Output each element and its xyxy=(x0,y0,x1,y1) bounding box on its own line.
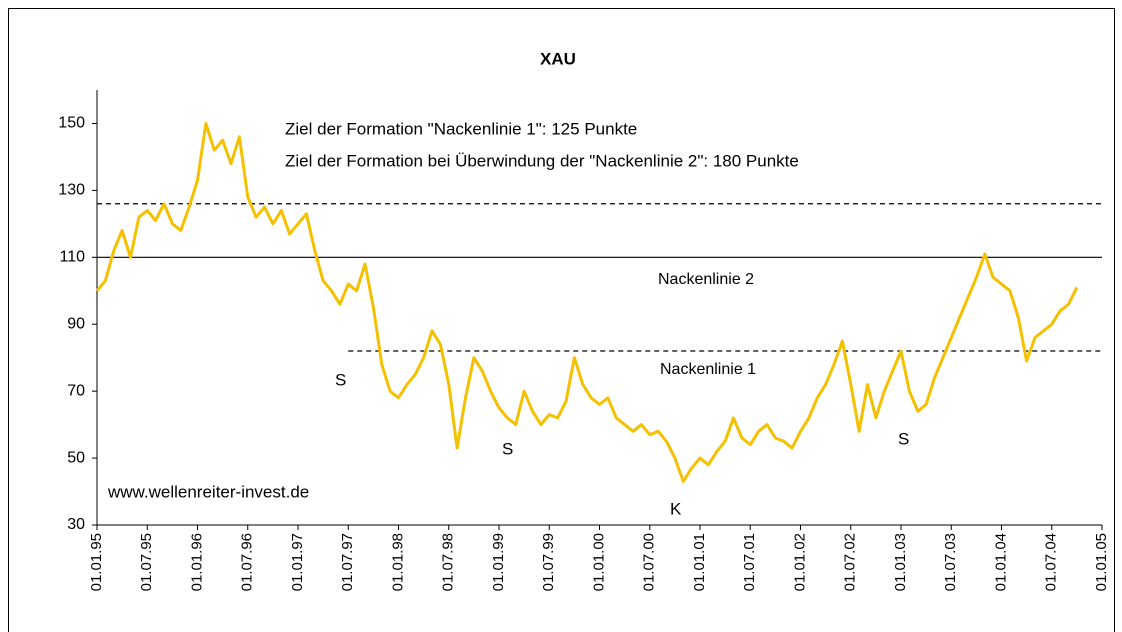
x-tick-label: 01.07.04 xyxy=(1043,533,1060,591)
x-tick-label: 01.07.01 xyxy=(741,533,758,591)
x-tick-label: 01.07.95 xyxy=(138,533,155,591)
x-tick-label: 01.01.96 xyxy=(188,533,205,591)
x-tick-label: 01.01.05 xyxy=(1093,533,1110,591)
x-tick-label: 01.01.97 xyxy=(289,533,306,591)
data-line xyxy=(95,122,1079,483)
x-tick-label: 01.01.04 xyxy=(992,533,1009,591)
y-tick-label: 70 xyxy=(67,382,85,399)
y-tick-label: 30 xyxy=(67,516,85,533)
annotation: S xyxy=(898,429,909,448)
chart-title: XAU xyxy=(540,49,576,68)
chart-border xyxy=(8,8,1115,632)
x-tick-label: 01.01.00 xyxy=(590,533,607,591)
x-tick-label: 01.07.99 xyxy=(540,533,557,591)
y-tick-label: 90 xyxy=(67,315,85,332)
x-tick-label: 01.07.03 xyxy=(942,533,959,591)
x-tick-label: 01.01.99 xyxy=(490,533,507,591)
annotation: Ziel der Formation "Nackenlinie 1": 125 … xyxy=(285,119,637,138)
x-tick-label: 01.01.98 xyxy=(389,533,406,591)
y-tick-label: 110 xyxy=(59,249,85,266)
x-tick-label: 01.01.01 xyxy=(691,533,708,591)
y-tick-label: 130 xyxy=(58,182,85,199)
x-tick-label: 01.07.98 xyxy=(440,533,457,591)
x-tick-label: 01.01.02 xyxy=(791,533,808,591)
y-tick-label: 50 xyxy=(67,449,85,466)
y-tick-label: 150 xyxy=(58,115,85,132)
annotation: S xyxy=(502,439,513,458)
annotation: www.wellenreiter-invest.de xyxy=(107,482,309,501)
reference-label: Nackenlinie 2 xyxy=(658,271,754,288)
annotation: S xyxy=(335,370,346,389)
x-tick-label: 01.07.00 xyxy=(641,533,658,591)
x-tick-label: 01.01.03 xyxy=(892,533,909,591)
x-tick-label: 01.07.97 xyxy=(339,533,356,591)
x-tick-label: 01.01.95 xyxy=(88,533,105,591)
annotation: Ziel der Formation bei Überwindung der "… xyxy=(285,151,799,170)
reference-label: Nackenlinie 1 xyxy=(660,361,756,378)
x-tick-label: 01.07.96 xyxy=(239,533,256,591)
x-tick-label: 01.07.02 xyxy=(842,533,859,591)
annotation: K xyxy=(670,499,682,518)
